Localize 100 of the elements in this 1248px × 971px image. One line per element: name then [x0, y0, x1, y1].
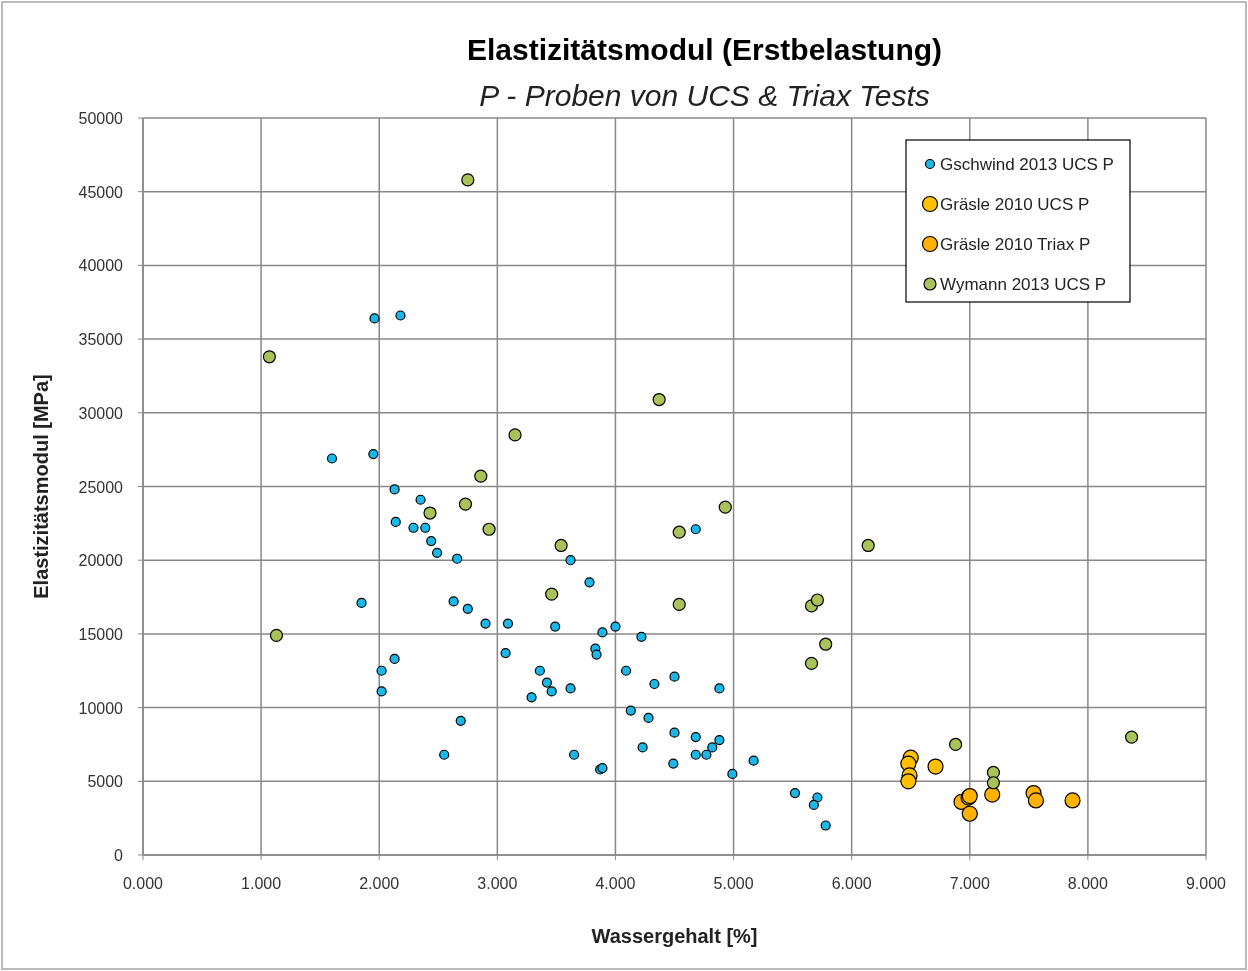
y-tick-label: 5000 [87, 773, 124, 791]
legend-label: Gräsle 2010 UCS P [940, 195, 1090, 214]
point [808, 799, 819, 810]
point [707, 742, 718, 753]
x-tick-label: 2.000 [359, 875, 400, 892]
point [565, 555, 576, 566]
legend-label: Wymann 2013 UCS P [940, 275, 1107, 294]
point [672, 525, 686, 539]
y-tick-label: 40000 [78, 257, 124, 275]
legend-label: Gräsle 2010 Triax P [940, 235, 1091, 254]
y-tick-label: 30000 [78, 404, 124, 422]
point [545, 587, 559, 601]
legend-label: Gschwind 2013 UCS P [940, 155, 1114, 174]
point [690, 749, 701, 760]
point [455, 715, 466, 726]
point [949, 737, 963, 752]
x-tick-label: 9.000 [1185, 875, 1227, 892]
point [500, 647, 511, 659]
point [748, 755, 759, 766]
point [502, 618, 514, 629]
point [927, 758, 944, 775]
point [462, 603, 473, 614]
y-tick-label: 25000 [78, 478, 124, 496]
point [669, 671, 680, 682]
point [810, 593, 825, 607]
point [369, 313, 380, 324]
point [714, 734, 725, 746]
y-axis-title: Elastizitätsmodul [MPa] [30, 374, 52, 599]
point [262, 350, 276, 364]
chart-subtitle: P - Proben von UCS & Triax Tests [479, 79, 930, 112]
point [789, 787, 801, 799]
point [326, 453, 338, 464]
point [714, 683, 725, 694]
point [961, 805, 978, 822]
point [649, 678, 660, 690]
point [534, 665, 545, 676]
point [812, 792, 823, 803]
point [636, 631, 647, 642]
point [546, 686, 557, 697]
point [690, 731, 701, 743]
point [426, 535, 437, 547]
point [376, 686, 387, 697]
point [986, 776, 1000, 790]
y-tick-label: 0 [114, 847, 124, 864]
point [448, 596, 459, 607]
point [701, 749, 712, 760]
point [480, 618, 491, 629]
point [727, 768, 738, 780]
point [508, 428, 522, 442]
y-tick-label: 45000 [78, 183, 124, 201]
point [565, 683, 576, 694]
point [269, 628, 284, 642]
point [420, 522, 431, 533]
point [356, 597, 367, 609]
point [1124, 730, 1139, 744]
y-tick-label: 35000 [78, 331, 124, 349]
point [591, 649, 602, 660]
point [550, 621, 561, 632]
point [637, 742, 648, 753]
point [554, 538, 568, 553]
point [643, 712, 654, 724]
point [820, 820, 831, 831]
x-axis-title: Wassergehalt [%] [591, 925, 758, 947]
point [625, 705, 636, 716]
point [376, 665, 387, 676]
point [690, 524, 701, 535]
point [584, 577, 595, 588]
point [389, 653, 400, 665]
point [861, 538, 875, 553]
point [1064, 792, 1081, 809]
point [718, 500, 732, 514]
y-tick-label: 50000 [78, 110, 124, 127]
point [819, 637, 833, 651]
point [461, 173, 475, 187]
point [408, 522, 419, 533]
x-tick-label: 5.000 [713, 875, 754, 892]
point [474, 469, 488, 483]
point [368, 448, 379, 460]
point [900, 773, 917, 790]
point [597, 627, 608, 638]
x-tick-label: 7.000 [949, 875, 990, 892]
x-tick-label: 8.000 [1067, 875, 1109, 892]
x-tick-label: 0.000 [122, 875, 164, 892]
x-tick-label: 6.000 [831, 875, 872, 892]
x-tick-label: 4.000 [595, 875, 636, 892]
point [452, 553, 463, 564]
point [610, 621, 621, 632]
x-tick-label: 3.000 [477, 875, 518, 892]
point [395, 310, 406, 321]
point [439, 749, 450, 760]
point [389, 484, 400, 495]
x-tick-label: 1.000 [241, 875, 282, 892]
point [668, 758, 679, 769]
point [1027, 792, 1045, 809]
point [569, 749, 580, 760]
point [526, 692, 537, 703]
point [541, 677, 553, 688]
point [669, 727, 680, 738]
point [652, 392, 666, 407]
y-tick-label: 20000 [78, 552, 124, 570]
